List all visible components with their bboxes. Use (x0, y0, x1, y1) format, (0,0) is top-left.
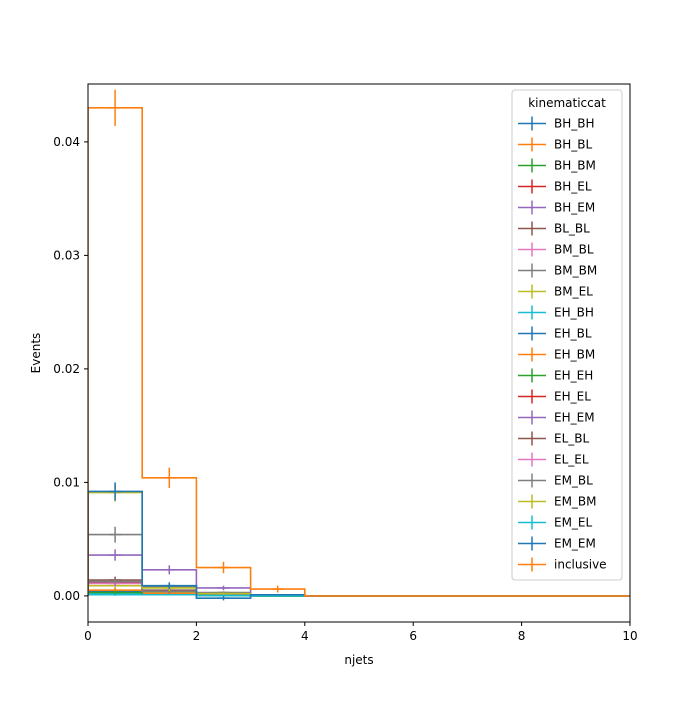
x-tick-label: 10 (622, 629, 637, 643)
errorbar-inclusive-1 (163, 468, 175, 488)
errorbar-inclusive-3 (272, 586, 284, 593)
legend-label: BM_BL (554, 243, 594, 257)
legend-label: EL_EL (554, 453, 589, 467)
errorbar-EM_EL-1 (163, 594, 175, 595)
legend-label: BH_EM (554, 201, 595, 215)
y-tick-label: 0.01 (53, 475, 80, 489)
errorbar-BM_BM-0 (109, 527, 121, 543)
errorbar-EM_EM-0 (109, 482, 121, 500)
errorbar-inclusive-0 (109, 90, 121, 126)
x-tick-label: 6 (409, 629, 417, 643)
legend-label: inclusive (554, 558, 607, 572)
legend-label: BH_BL (554, 138, 592, 152)
x-tick-label: 4 (301, 629, 309, 643)
y-tick-label: 0.02 (53, 362, 80, 376)
legend-label: BH_EL (554, 180, 592, 194)
legend-label: EH_EM (554, 411, 595, 425)
legend-label: EH_EL (554, 390, 591, 404)
legend-label: EM_BL (554, 474, 593, 488)
legend-label: BL_BL (554, 222, 590, 236)
errorbar-EH_EM-0 (109, 549, 121, 560)
legend-label: BM_BM (554, 264, 597, 278)
legend-label: EM_EM (554, 537, 596, 551)
x-tick-label: 2 (193, 629, 201, 643)
legend-label: BM_EL (554, 285, 593, 299)
x-tick-label: 8 (518, 629, 526, 643)
legend-label: EL_BL (554, 432, 590, 446)
errorbar-EM_EM-3 (272, 594, 284, 595)
legend-label: EH_BL (554, 327, 592, 341)
legend-label: EM_EL (554, 516, 593, 530)
legend-item-inclusive: inclusive (518, 558, 607, 572)
errorbar-EH_EM-1 (163, 565, 175, 574)
legend-label: BH_BM (554, 159, 596, 173)
y-axis-label: Events (29, 333, 43, 374)
legend-label: EM_BM (554, 495, 597, 509)
legend-label: EH_BH (554, 306, 594, 320)
legend-label: BH_BH (554, 117, 595, 131)
y-tick-label: 0.00 (53, 589, 80, 603)
legend: kinematiccat BH_BH BH_BL BH_BM BH_EL BH_EM BL_… (512, 90, 622, 580)
y-tick-label: 0.03 (53, 248, 80, 262)
x-tick-label: 0 (84, 629, 92, 643)
errorbar-EH_EM-2 (218, 586, 230, 591)
x-axis-label: njets (344, 653, 373, 667)
errorbar-inclusive-2 (218, 562, 230, 573)
legend-label: EH_BM (554, 348, 595, 362)
legend-label: EH_EH (554, 369, 593, 383)
errorbar-EM_EM-2 (218, 596, 230, 601)
y-tick-label: 0.04 (53, 135, 80, 149)
legend-title: kinematiccat (528, 96, 606, 110)
